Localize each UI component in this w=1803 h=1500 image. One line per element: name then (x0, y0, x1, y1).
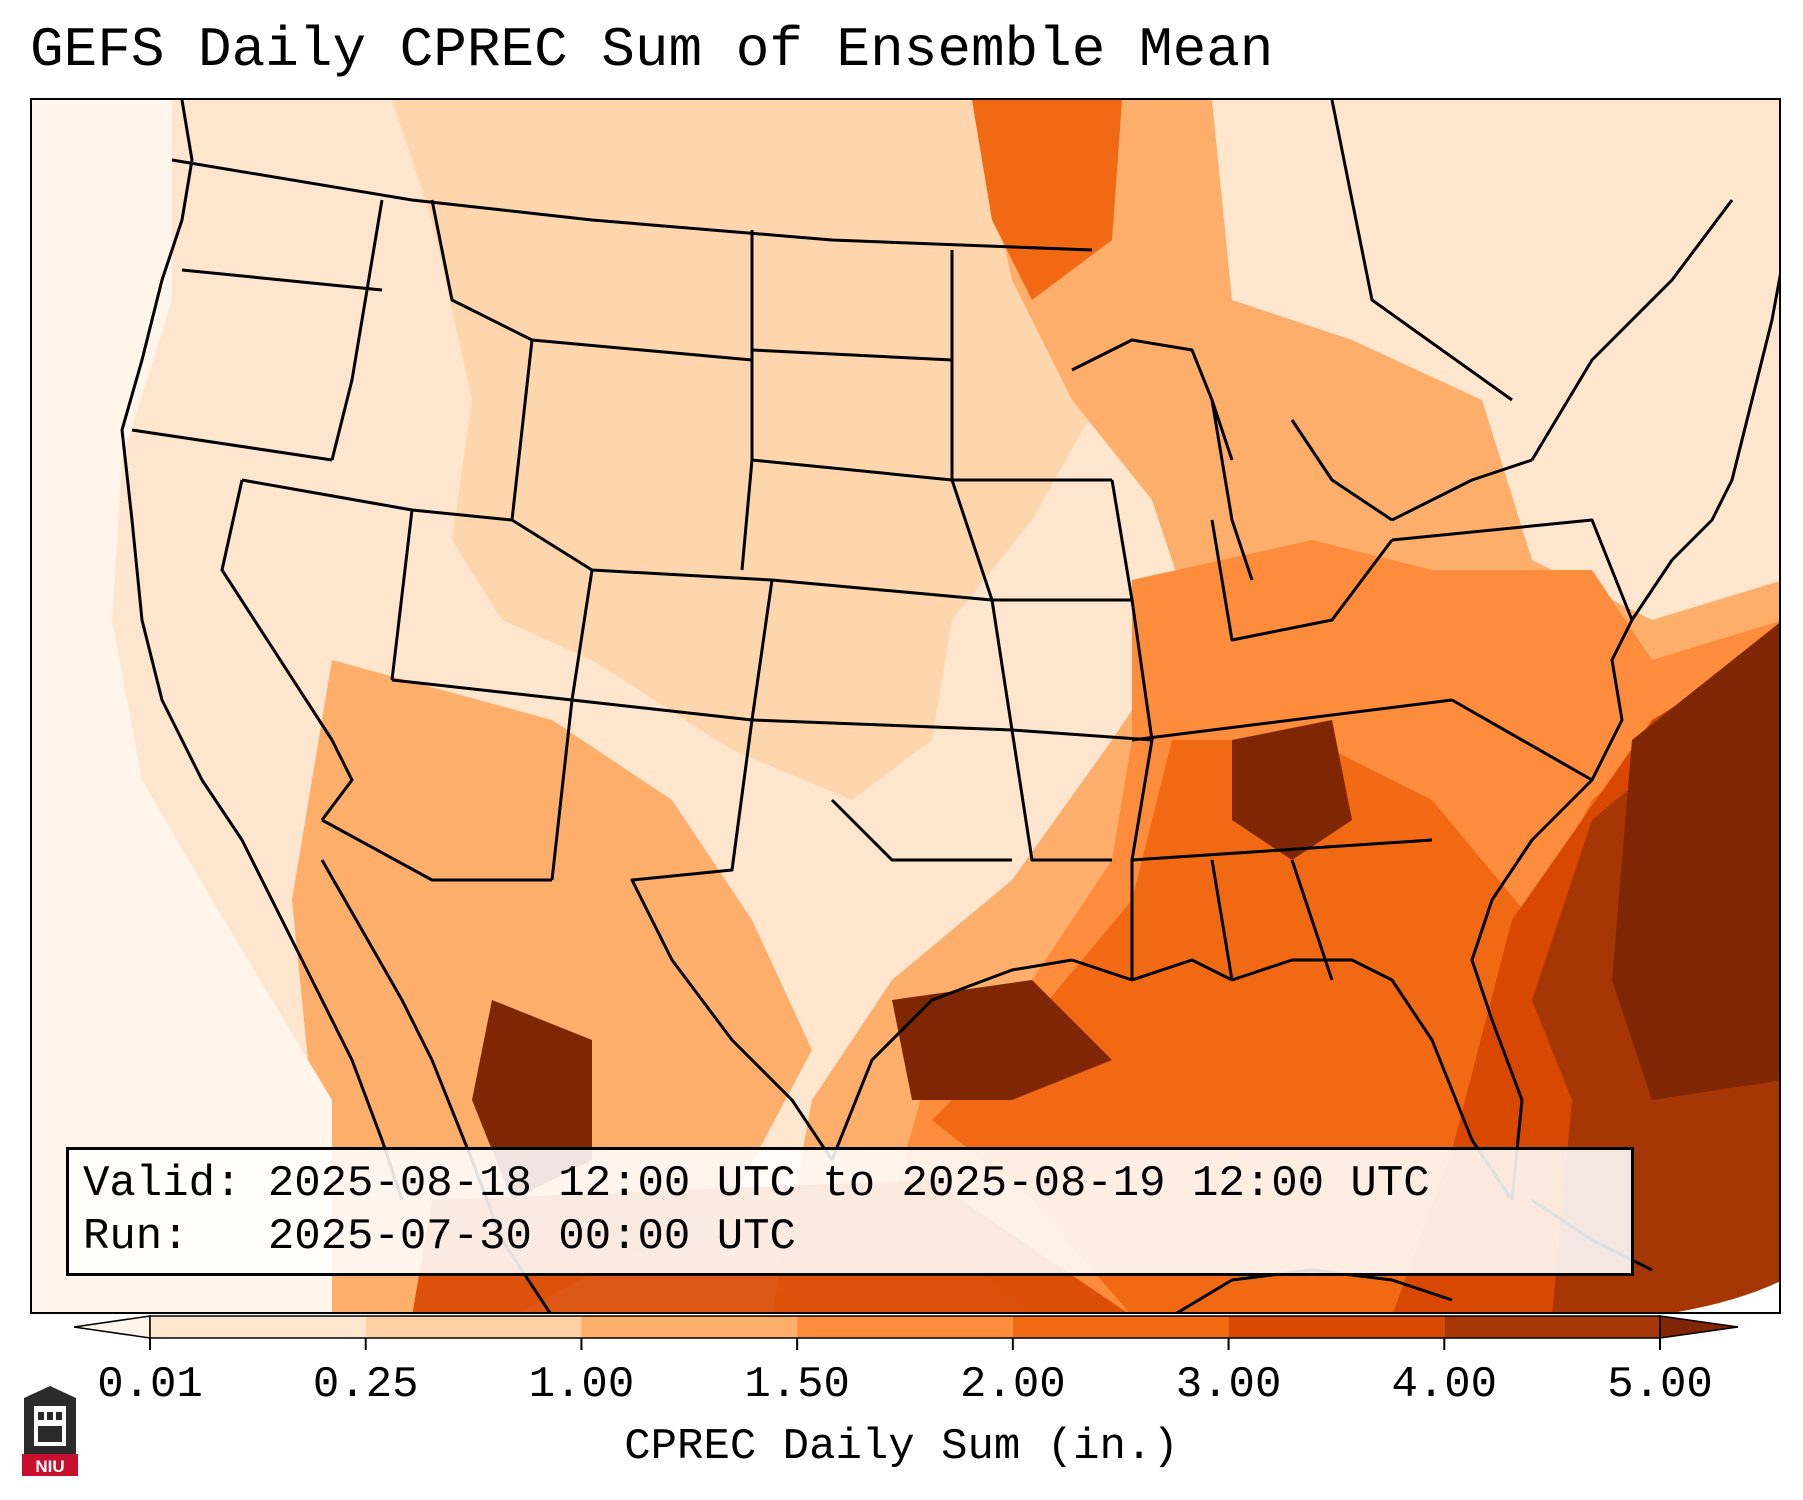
mo-ar-border (1011, 728, 1153, 742)
or-ca-border (131, 428, 333, 462)
idaho-west-border (330, 199, 384, 461)
texas-coastline (830, 958, 1073, 1161)
logo-window-3 (56, 1412, 62, 1420)
logo-window-1 (38, 1412, 44, 1420)
ca-az-border (320, 739, 354, 821)
texas-west-border (630, 719, 834, 1161)
colorbar-segment (150, 1316, 366, 1338)
colorbar-tick-label: 0.01 (97, 1360, 203, 1410)
colorbar-outline (149, 1315, 1661, 1339)
canada-border (171, 158, 1093, 252)
colorbar-segment (365, 1316, 582, 1338)
domain-edge-left (32, 1160, 109, 1312)
run-label: Run: (83, 1212, 189, 1262)
domain-edge-right (1677, 1281, 1779, 1312)
run-line: Run: 2025-07-30 00:00 UTC (83, 1211, 1617, 1264)
colorbar-segment (797, 1316, 1013, 1338)
louisiana-coast (1071, 958, 1233, 982)
colorbar-tick-label: 2.00 (960, 1360, 1066, 1410)
ohio-valley-border (1210, 519, 1394, 642)
arkansas-border (1010, 729, 1112, 862)
colorbar-tick-label: 5.00 (1607, 1360, 1713, 1410)
tn-ky-border (1131, 698, 1453, 742)
dakota-west-border (740, 230, 754, 571)
northeast-coastline (1670, 273, 1779, 562)
precip-region-light (392, 100, 1132, 800)
lake-michigan-shore (1210, 399, 1254, 581)
valid-line: Valid: 2025-08-18 12:00 UTC to 2025-08-1… (83, 1158, 1617, 1211)
precip-region-texas-coast-max (892, 980, 1112, 1100)
lake-superior-shore (1071, 338, 1234, 461)
ms-al-ga-north (1131, 838, 1433, 862)
lake-erie-ontario-shore (1391, 458, 1533, 522)
nevada-border (220, 479, 334, 741)
gulf-of-california (320, 859, 434, 1061)
lake-huron-shore (1290, 419, 1393, 522)
colorbar-tick-label: 0.25 (312, 1360, 419, 1410)
colorbar-segment (1228, 1316, 1445, 1338)
sd-ne-border (751, 458, 953, 482)
colorbar-tick-label: 1.00 (528, 1360, 635, 1410)
logo-text: NIU (35, 1457, 64, 1476)
valid-label: Valid: (83, 1159, 242, 1209)
west-coastline (120, 100, 264, 881)
colorbar-under-triangle (73, 1315, 151, 1339)
colorbar-ticks (149, 1338, 1661, 1350)
colorbar-segment (1444, 1316, 1660, 1338)
us-mexico-border-west (321, 818, 552, 882)
east-coastline (1470, 559, 1674, 1201)
precip-region-over-max (1612, 623, 1779, 1100)
wa-or-border (181, 268, 383, 292)
colorbar-segment (1012, 1316, 1229, 1338)
colorbar-label: CPREC Daily Sum (in.) (624, 1422, 1179, 1472)
al-ga-border (1290, 859, 1334, 981)
colorbar (73, 1315, 1739, 1350)
quebec-border (1330, 100, 1513, 402)
nd-sd-border (751, 348, 953, 362)
ks-ok-border (751, 718, 1013, 732)
logo-door (38, 1426, 62, 1442)
logo-banner (22, 1454, 78, 1476)
precip-region-southeast-max (1232, 720, 1352, 860)
niu-logo: NIU (22, 1386, 78, 1476)
run-value: 2025-07-30 00:00 UTC (267, 1212, 796, 1262)
colorbar-segments (73, 1315, 1739, 1339)
logo-window-2 (47, 1412, 53, 1420)
pa-border (1391, 518, 1634, 621)
colorbar-segment (581, 1316, 798, 1338)
wy-border (411, 338, 753, 522)
colorado-border (570, 569, 774, 722)
valid-value: 2025-08-18 12:00 UTC to 2025-08-19 12:00… (267, 1159, 1430, 1209)
ms-al-border (1210, 859, 1234, 981)
colorbar-tick-label: 4.00 (1391, 1360, 1498, 1410)
colorbar-tick-label: 1.50 (744, 1360, 850, 1410)
gulf-coast-florida (1231, 958, 1514, 1201)
map-title: GEFS Daily CPREC Sum of Ensemble Mean (30, 18, 1274, 82)
colorbar-over-triangle (1659, 1315, 1739, 1339)
montana-idaho-border (430, 199, 533, 342)
texas-ok-border (830, 798, 1012, 862)
mississippi-river (1110, 479, 1154, 980)
precipitation-map (30, 98, 1781, 1314)
st-lawrence (1530, 199, 1734, 461)
ne-ks-border (771, 578, 993, 602)
colorbar-tick-label: 3.00 (1175, 1360, 1282, 1410)
nc-sc-border (1451, 698, 1593, 782)
map-canvas (32, 100, 1779, 1312)
pacific-region (32, 100, 332, 1312)
valid-time-box: Valid: 2025-08-18 12:00 UTC to 2025-08-1… (66, 1147, 1634, 1276)
